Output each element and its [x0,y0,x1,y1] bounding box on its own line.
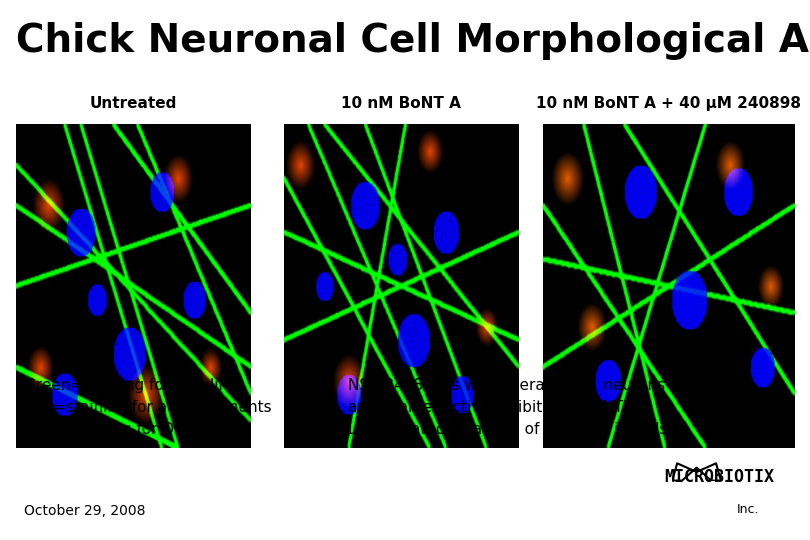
Text: Untreated: Untreated [90,96,177,111]
Text: 10 nM BoNT A: 10 nM BoNT A [341,96,461,111]
Text: Chick Neuronal Cell Morphological Analysis: Chick Neuronal Cell Morphological Analys… [16,22,810,59]
Text: Inc.: Inc. [737,503,760,516]
Text: 10 nM BoNT A + 40 μM 240898: 10 nM BoNT A + 40 μM 240898 [535,96,801,111]
Text: NSC 240898 is well tolerated by  neurons
and is an effective inhibitor of BoNT/A: NSC 240898 is well tolerated by neurons … [348,378,667,437]
Text: October 29, 2008: October 29, 2008 [24,504,146,518]
Text: Green=staining for tubulin
Red=staining for actin filaments
Blue=staining for DN: Green=staining for tubulin Red=staining … [24,378,272,437]
Text: MICROBIOTIX: MICROBIOTIX [664,468,774,486]
